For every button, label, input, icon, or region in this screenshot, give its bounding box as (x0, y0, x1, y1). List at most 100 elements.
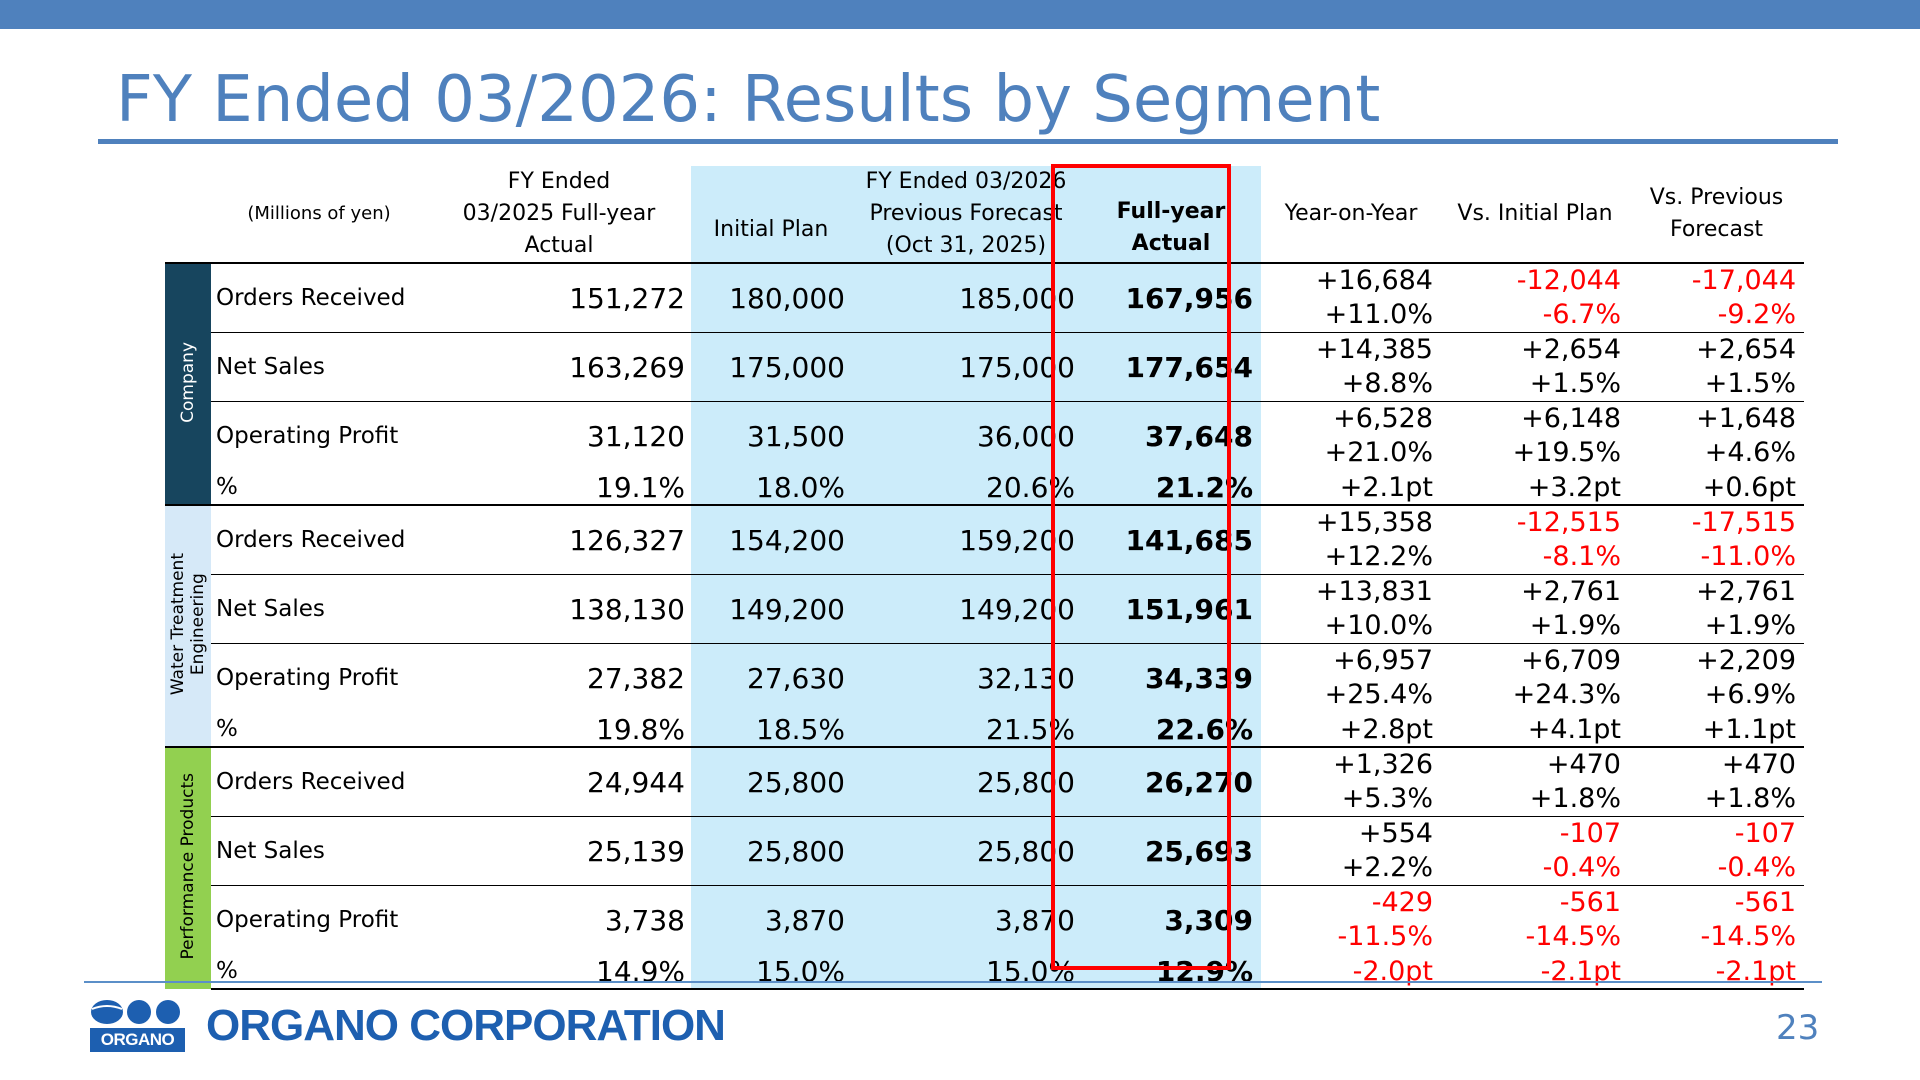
page-number: 23 (1776, 1008, 1820, 1048)
initial-plan-value: 175,000 (691, 332, 851, 402)
vs-forecast-value: -17,515 (1691, 507, 1796, 538)
prev-actual-value: 25,139 (427, 816, 691, 886)
yoy-value: +6,957 (1333, 645, 1433, 676)
vs-forecast-value: +470 (1721, 749, 1796, 780)
yoy-cell: +14,385 +8.8% (1261, 332, 1441, 402)
vs-forecast-pct: +1.5% (1704, 368, 1796, 399)
segment-name-line2: Engineering (188, 573, 208, 675)
vs-forecast-pct: +4.6% (1704, 437, 1796, 468)
prev-forecast-value: 20.6% (851, 470, 1081, 505)
vs-forecast-cell: -107 -0.4% (1629, 816, 1804, 886)
yoy-pct: +10.0% (1324, 610, 1433, 641)
yoy-pct: +5.3% (1341, 783, 1433, 814)
yoy-cell: +6,957 +25.4% (1261, 643, 1441, 712)
footer-divider (84, 981, 1822, 983)
prev-forecast-value: 25,800 (851, 816, 1081, 886)
table-row: % 19.1% 18.0% 20.6% 21.2% +2.1pt +3.2pt … (165, 470, 1804, 505)
prev-forecast-value: 149,200 (851, 574, 1081, 644)
table-row: % 19.8% 18.5% 21.5% 22.6% +2.8pt +4.1pt … (165, 712, 1804, 747)
organo-logo: ORGANO (90, 997, 185, 1053)
initial-plan-value: 154,200 (691, 504, 851, 575)
prev-actual-value: 19.8% (596, 712, 685, 746)
vs-plan-pct: +24.3% (1512, 679, 1621, 710)
table-row: % 14.9% 15.0% 15.0% 12.9% -2.0pt -2.1pt … (165, 954, 1804, 990)
logo-mark-icon (90, 997, 185, 1027)
full-year-actual-value: 25,693 (1081, 816, 1261, 886)
vs-plan-pct: +1.8% (1529, 783, 1621, 814)
vs-forecast-cell: +2,209 +6.9% (1629, 643, 1804, 712)
prev-actual-value: 138,130 (427, 574, 691, 644)
vs-plan-cell: +470 +1.8% (1441, 746, 1629, 817)
yoy-cell: -429 -11.5% (1261, 885, 1441, 954)
yoy-cell: +13,831 +10.0% (1261, 574, 1441, 644)
vs-plan-value: -561 (1559, 887, 1621, 918)
metric-label: Net Sales (211, 574, 427, 644)
col-header-prev-forecast-l2: (Oct 31, 2025) (885, 233, 1047, 258)
vs-plan-pct: -6.7% (1542, 299, 1621, 330)
vs-plan-value: -12,044 (1516, 265, 1621, 296)
full-year-actual-value: 21.2% (1081, 470, 1261, 505)
vs-plan-value: -107 (1559, 818, 1621, 849)
metric-label: Orders Received (211, 746, 427, 817)
vs-forecast-cell: +1,648 +4.6% (1629, 401, 1804, 470)
table-row: Net Sales 25,139 25,800 25,800 25,693 +5… (165, 816, 1804, 886)
table-row: Water Treatment Engineering Orders Receiv… (165, 504, 1804, 747)
yoy-cell: +15,358 +12.2% (1261, 504, 1441, 575)
col-header-vs-prev-l1: Vs. Previous (1649, 185, 1784, 210)
prev-actual-value: 3,738 (427, 885, 691, 954)
col-header-vs-prev-l2: Forecast (1669, 217, 1764, 242)
yoy-value: -2.0pt (1261, 954, 1441, 990)
segment-label-company: Company (165, 262, 211, 505)
col-header-initial-plan: Initial Plan (691, 166, 851, 263)
vs-plan-value: +6,148 (1521, 403, 1621, 434)
yoy-value: +2.8pt (1339, 713, 1433, 745)
metric-label: Orders Received (211, 262, 427, 333)
vs-plan-value: +6,709 (1521, 645, 1621, 676)
yoy-value: +1,326 (1333, 749, 1433, 780)
prev-actual-value: 151,272 (427, 262, 691, 333)
prev-actual-value: 27,382 (427, 643, 691, 712)
col-header-prev-forecast-l1: Previous Forecast (869, 201, 1063, 226)
vs-forecast-value: +2,761 (1696, 576, 1796, 607)
prev-forecast-value: 175,000 (851, 332, 1081, 402)
full-year-actual-value: 22.6% (1081, 712, 1261, 747)
vs-forecast-value: +2,209 (1696, 645, 1796, 676)
vs-plan-cell: -12,044 -6.7% (1441, 262, 1629, 333)
col-header-yoy: Year-on-Year (1284, 201, 1418, 226)
vs-forecast-cell: -561 -14.5% (1629, 885, 1804, 954)
vs-forecast-pct: -9.2% (1717, 299, 1796, 330)
table-row: Operating Profit 31,120 31,500 36,000 37… (165, 401, 1804, 470)
vs-plan-value: -2.1pt (1441, 954, 1629, 990)
prev-forecast-value: 32,130 (851, 643, 1081, 712)
vs-forecast-value: -2.1pt (1629, 954, 1804, 990)
yoy-value: +2.1pt (1339, 471, 1433, 503)
segment-name: Performance Products (178, 773, 198, 960)
vs-forecast-value: +0.6pt (1702, 471, 1796, 503)
col-header-prev-actual: FY Ended 03/2025 Full-year Actual (427, 166, 691, 263)
full-year-actual-value: 37,648 (1081, 401, 1261, 470)
vs-plan-value: +3.2pt (1527, 471, 1621, 503)
initial-plan-value: 149,200 (691, 574, 851, 644)
table-row: Performance Products Orders Received 24,… (165, 746, 1804, 989)
vs-forecast-value: -107 (1734, 818, 1796, 849)
col-header-vs-prev: Vs. Previous Forecast (1629, 166, 1804, 263)
vs-forecast-cell: -17,044 -9.2% (1629, 262, 1804, 333)
yoy-value: +6,528 (1333, 403, 1433, 434)
yoy-value: +554 (1358, 818, 1433, 849)
slide-title: FY Ended 03/2026: Results by Segment (116, 63, 1381, 137)
col-header-prev-actual-l3: Actual (524, 233, 594, 258)
full-year-actual-value: 167,956 (1081, 262, 1261, 333)
yoy-value: +16,684 (1315, 265, 1433, 296)
segment-label-water-treatment: Water Treatment Engineering (165, 504, 211, 747)
vs-forecast-value: +2,654 (1696, 334, 1796, 365)
vs-forecast-value: -561 (1734, 887, 1796, 918)
prev-actual-value: 31,120 (427, 401, 691, 470)
vs-forecast-value: +1.1pt (1702, 713, 1796, 745)
prev-forecast-value: 159,200 (851, 504, 1081, 575)
logo-wordmark: ORGANO (90, 1028, 185, 1052)
vs-forecast-value: -17,044 (1691, 265, 1796, 296)
prev-actual-value: 163,269 (427, 332, 691, 402)
col-header-vs-initial: Vs. Initial Plan (1457, 201, 1613, 226)
initial-plan-value: 180,000 (691, 262, 851, 333)
top-accent-bar (0, 0, 1920, 29)
